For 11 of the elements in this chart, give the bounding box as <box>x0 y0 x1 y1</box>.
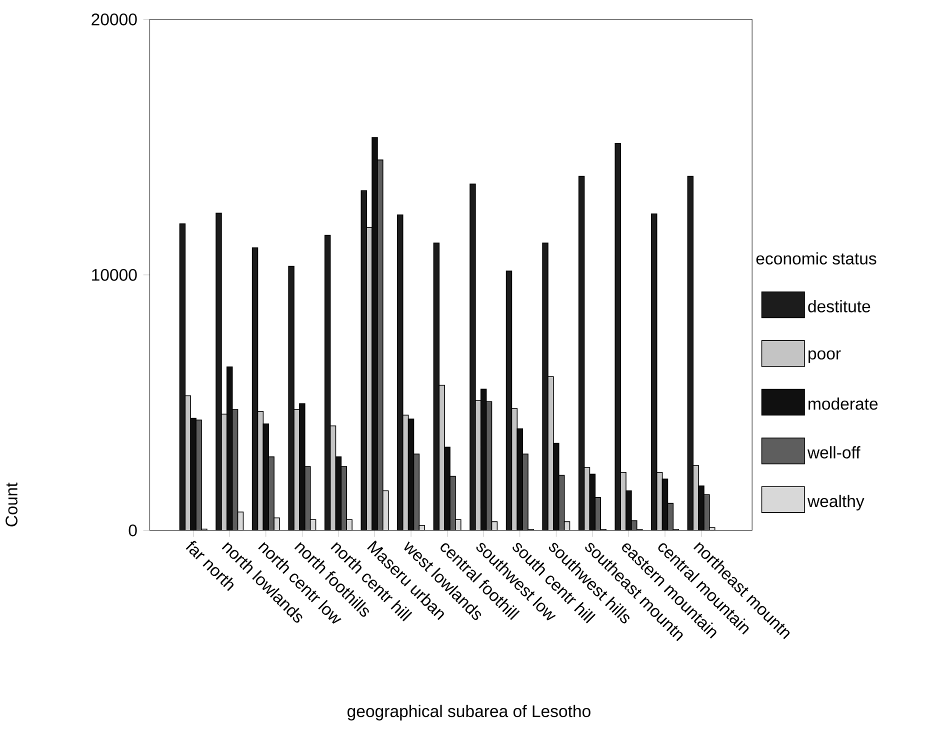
legend-label: wealthy <box>807 494 864 510</box>
legend-label: poor <box>808 350 841 363</box>
y-tick-label: 0 <box>128 524 137 536</box>
legend-title: economic status <box>756 252 876 264</box>
legend-label: destitute <box>808 300 870 312</box>
y-axis-title: Count <box>6 482 18 526</box>
legend-label: moderate <box>808 397 878 410</box>
legend-label: well-off <box>807 446 860 458</box>
y-tick-label: 10000 <box>92 268 137 281</box>
y-tick-label: 20000 <box>92 13 137 26</box>
x-axis-title: geographical subarea of Lesotho <box>348 704 590 720</box>
